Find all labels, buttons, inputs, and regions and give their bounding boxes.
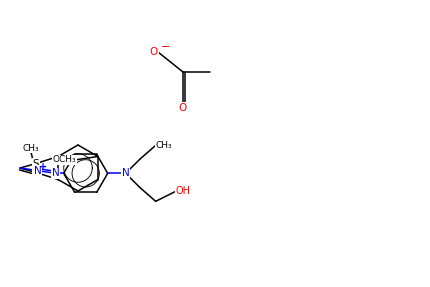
Text: CH₃: CH₃	[155, 141, 172, 150]
Text: OH: OH	[175, 186, 190, 196]
Text: N: N	[52, 168, 59, 178]
Text: +: +	[39, 162, 47, 172]
Text: N: N	[32, 168, 40, 177]
Text: N: N	[122, 168, 129, 178]
Text: −: −	[161, 42, 170, 52]
Text: O: O	[178, 103, 187, 113]
Text: S: S	[33, 158, 39, 168]
Text: N: N	[34, 166, 42, 176]
Text: OCH₃: OCH₃	[52, 155, 76, 164]
Text: CH₃: CH₃	[23, 144, 39, 152]
Text: O: O	[149, 47, 158, 57]
